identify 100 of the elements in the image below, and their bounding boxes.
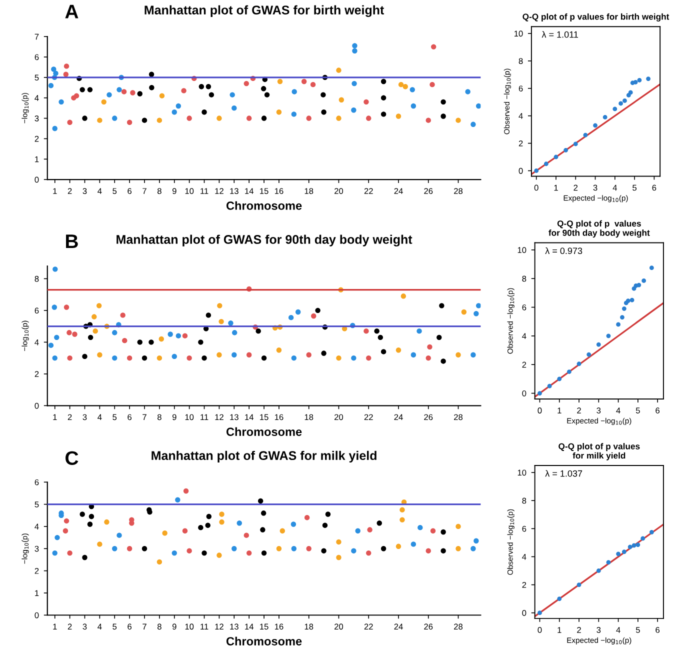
x-tick-label: 28 — [454, 624, 463, 630]
x-tick-label: 24 — [394, 414, 403, 420]
x-tick-label: 13 — [230, 188, 238, 194]
y-tick-label: 0 — [34, 612, 39, 618]
y-tick-label: 6 — [34, 54, 39, 60]
x-tick-label: 1 — [558, 408, 562, 414]
y-tick-label: 6 — [34, 308, 39, 314]
y-tick-label: 6 — [34, 479, 39, 486]
x-tick-label: 6 — [128, 414, 132, 420]
annotation: λ = 0.973 — [545, 247, 582, 254]
x-tick-label: 20 — [334, 624, 344, 630]
y-tick-label: 2 — [522, 582, 526, 588]
x-tick-label: 2 — [574, 184, 578, 191]
y-tick-label: 4 — [522, 554, 526, 560]
y-tick-label: 1 — [35, 590, 39, 596]
x-tick-label: 6 — [656, 408, 660, 414]
y-tick-label: 6 — [518, 86, 523, 92]
x-tick-label: 6 — [128, 624, 132, 630]
y-tick-label: 0 — [522, 390, 526, 396]
x-tick-label: 6 — [656, 627, 660, 633]
annotation: λ = 1.037 — [545, 470, 582, 477]
y-tick-label: 3 — [34, 546, 39, 552]
x-tick-label: 5 — [112, 414, 117, 420]
y-tick-label: 0 — [34, 402, 39, 409]
x-tick-label: 14 — [245, 414, 254, 420]
y-tick-label: 5 — [34, 74, 39, 81]
x-tick-label: 0 — [538, 408, 542, 414]
y-tick-label: 6 — [522, 304, 526, 310]
x-tick-label: 14 — [245, 188, 254, 194]
x-tick-label: 28 — [454, 188, 463, 194]
y-tick-label: 7 — [34, 34, 39, 40]
x-tick-label: 20 — [334, 188, 344, 194]
chart-title: Q-Q plot of p values for milk yield — [558, 443, 640, 460]
x-tick-label: 6 — [128, 188, 132, 194]
x-tick-label: 2 — [68, 188, 72, 194]
x-tick-label: 8 — [157, 188, 162, 194]
y-tick-label: 8 — [518, 58, 523, 64]
x-tick-label: 1 — [558, 627, 562, 633]
x-tick-label: 16 — [274, 624, 284, 630]
y-tick-label: 10 — [518, 470, 526, 476]
x-tick-label: 9 — [172, 624, 176, 630]
x-tick-label: 13 — [230, 414, 238, 420]
chart-title: Q-Q plot of p values for 90th day body weight — [548, 220, 650, 238]
y-tick-label: 4 — [34, 95, 39, 101]
x-tick-label: 15 — [260, 188, 268, 194]
x-tick-label: 2 — [68, 414, 72, 420]
x-tick-label: 11 — [200, 414, 208, 420]
chart-title: Manhattan plot of GWAS for birth weight — [144, 5, 384, 17]
x-tick-label: 22 — [364, 414, 373, 420]
x-tick-label: 10 — [185, 188, 194, 194]
x-tick-label: 18 — [304, 188, 314, 194]
chart-title: Manhattan plot of GWAS for milk yield — [152, 450, 376, 462]
x-tick-label: 5 — [636, 627, 640, 633]
y-tick-label: 8 — [34, 276, 39, 282]
x-tick-label: 12 — [215, 414, 224, 420]
x-tick-label: 5 — [112, 624, 117, 630]
x-tick-label: 5 — [112, 188, 117, 194]
y-tick-label: 3 — [34, 115, 39, 122]
x-tick-label: 9 — [172, 188, 176, 194]
x-tick-label: 5 — [632, 184, 637, 191]
x-tick-label: 1 — [53, 188, 57, 194]
y-tick-label: 8 — [522, 498, 526, 504]
x-tick-label: 10 — [185, 624, 194, 630]
x-tick-label: 22 — [364, 624, 373, 630]
x-tick-label: 3 — [82, 188, 87, 194]
y-tick-label: 2 — [518, 140, 523, 146]
x-tick-label: 3 — [593, 184, 598, 191]
x-tick-label: 22 — [364, 188, 373, 194]
annotation: λ = 1.011 — [542, 31, 578, 38]
y-tick-label: 8 — [522, 276, 526, 282]
x-tick-label: 5 — [636, 408, 640, 414]
x-tick-label: 24 — [394, 188, 403, 194]
x-axis-title: Chromosome — [226, 636, 302, 646]
y-tick-label: 2 — [34, 371, 39, 377]
y-tick-label: 4 — [518, 113, 523, 119]
chart-title: Q-Q plot of p values for birth weight — [522, 13, 670, 22]
x-tick-label: 15 — [260, 414, 268, 420]
x-tick-label: 4 — [98, 188, 102, 194]
x-tick-label: 20 — [334, 414, 344, 420]
y-tick-label: 0 — [522, 610, 526, 616]
x-tick-label: 2 — [577, 627, 581, 633]
x-tick-label: 7 — [142, 188, 146, 194]
chart-title: Manhattan plot of GWAS for 90th day body weight — [116, 234, 412, 246]
x-tick-label: 1 — [53, 414, 57, 420]
x-tick-label: 7 — [142, 624, 146, 630]
y-tick-label: 4 — [522, 333, 526, 339]
x-tick-label: 3 — [82, 414, 87, 420]
text: C — [66, 451, 78, 465]
y-tick-label: 0 — [34, 176, 39, 183]
x-tick-label: 3 — [596, 408, 601, 414]
y-tick-label: 5 — [34, 502, 39, 508]
x-tick-label: 7 — [142, 414, 146, 420]
x-tick-label: 24 — [394, 624, 403, 630]
x-tick-label: 12 — [215, 188, 224, 194]
x-tick-label: 4 — [616, 627, 620, 633]
text: A — [65, 4, 78, 18]
x-tick-label: 18 — [304, 624, 314, 630]
y-tick-label: 10 — [518, 247, 526, 253]
x-tick-label: 2 — [68, 624, 72, 630]
x-tick-label: 0 — [538, 627, 542, 633]
